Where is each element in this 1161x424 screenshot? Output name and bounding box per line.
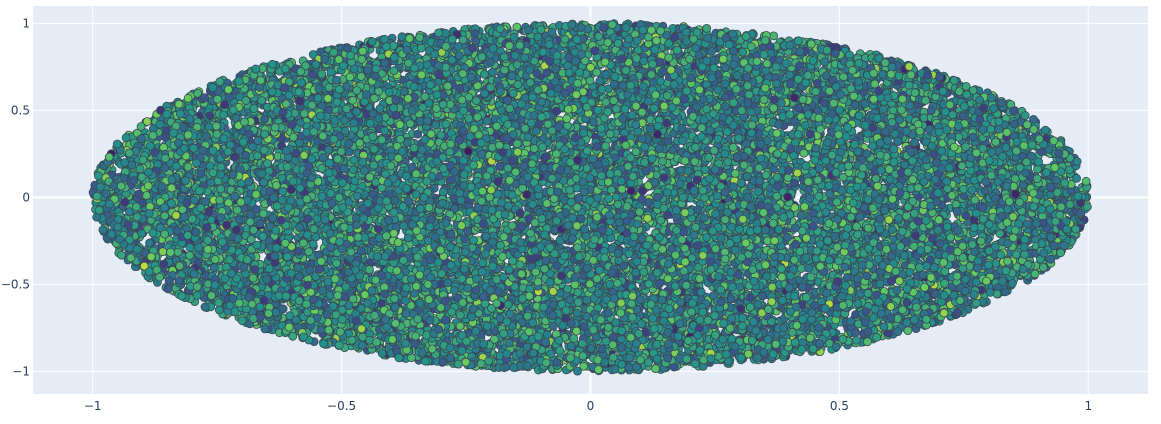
scatter-points bbox=[88, 19, 1092, 376]
scatter-point bbox=[413, 129, 423, 139]
